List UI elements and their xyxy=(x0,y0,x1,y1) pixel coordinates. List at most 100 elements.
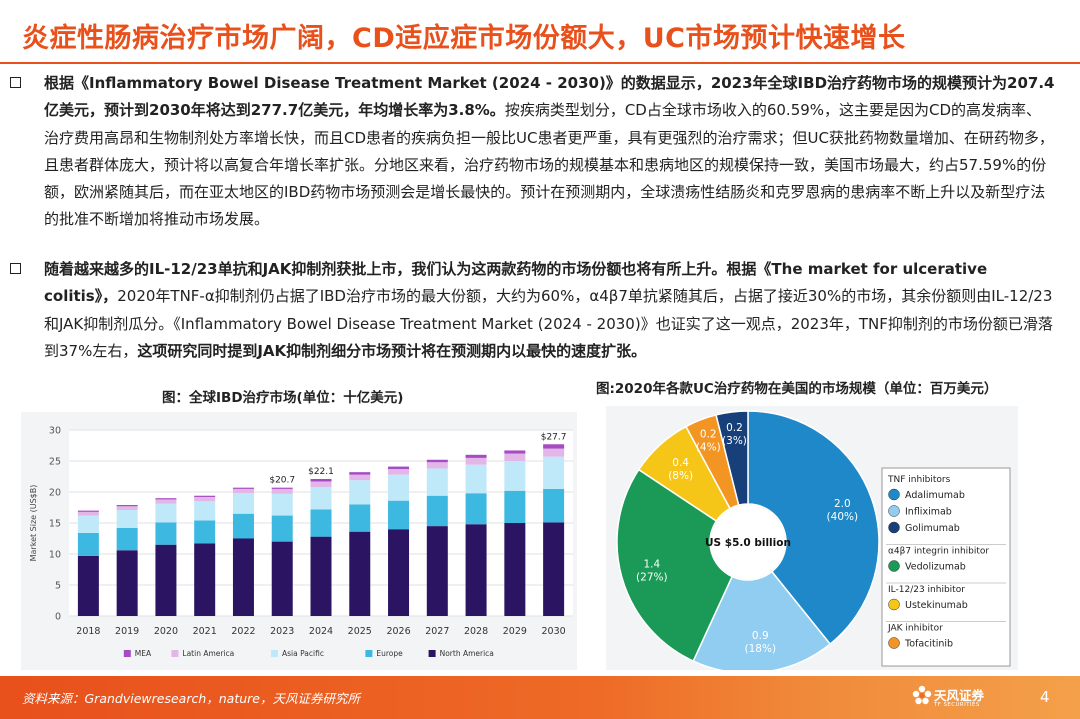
bar-segment-latin-america xyxy=(349,474,371,481)
bar-segment-mea xyxy=(388,466,410,470)
donut-slice-golimumab xyxy=(715,410,749,507)
slice-pct-label: (40%) xyxy=(827,511,859,523)
legend-swatch xyxy=(171,650,179,657)
legend-dot xyxy=(888,598,900,611)
legend-item-label: Ustekinumab xyxy=(905,600,968,611)
legend-group-title: JAK inhibitor xyxy=(887,624,943,634)
slice-pct-label: (8%) xyxy=(668,470,693,482)
legend-label: Europe xyxy=(376,649,403,658)
bar-segment-mea xyxy=(194,495,216,497)
donut-slice-adalimumab xyxy=(747,410,880,646)
bar-segment-latin-america xyxy=(310,481,332,488)
bar-segment-asia-pacific xyxy=(271,493,293,516)
slice-pct-label: (27%) xyxy=(636,571,668,583)
bar-segment-europe xyxy=(271,515,293,542)
bar-segment-latin-america xyxy=(504,453,526,461)
y-tick-label: 5 xyxy=(55,581,61,592)
bullet-1-text: 根据《Inflammatory Bowel Disease Treatment … xyxy=(44,70,1056,234)
bar-segment-mea xyxy=(465,454,487,458)
legend-item-label: Golimumab xyxy=(905,523,960,534)
bar-segment-mea xyxy=(155,498,177,500)
legend-swatch xyxy=(365,650,373,657)
bar-segment-europe xyxy=(426,495,448,527)
slice-value-label: 0.4 xyxy=(672,457,689,469)
bar-segment-north-america xyxy=(271,541,293,616)
bar-segment-latin-america xyxy=(232,488,254,494)
x-tick-label: 2023 xyxy=(270,626,294,637)
logo-subtext: TF SECURITIES xyxy=(934,702,980,708)
total-label: $22.1 xyxy=(308,467,334,477)
slice-value-label: 0.2 xyxy=(726,422,743,434)
bullet-2: 随着越来越多的IL-12/23单抗和JAK抑制剂获批上市，我们认为这两款药物的市… xyxy=(10,256,1055,376)
source-note: 资料来源：Grandviewresearch，nature，天风证券研究所 xyxy=(22,691,360,706)
slice-value-label: 1.4 xyxy=(643,558,660,570)
flower-logo-icon xyxy=(912,685,932,705)
bar-segment-latin-america xyxy=(388,469,410,475)
x-tick-label: 2019 xyxy=(115,626,139,637)
bar-segment-asia-pacific xyxy=(155,503,177,523)
slice-pct-label: (3%) xyxy=(722,435,747,447)
bar-segment-asia-pacific xyxy=(504,461,526,491)
bar-segment-latin-america xyxy=(543,448,565,457)
bar-segment-asia-pacific xyxy=(77,515,99,533)
slice-value-label: 2.0 xyxy=(834,498,851,510)
bar-segment-asia-pacific xyxy=(194,501,216,521)
caption-right: 图:2020年各款UC治疗药物在美国的市场规模（单位：百万美元） xyxy=(596,381,998,397)
bullet-2-mid: 2020年TNF-α抑制剂仍占据了IBD治疗市场的最大份额，大约为60%，α4β… xyxy=(44,287,1053,360)
legend-dot xyxy=(888,505,900,517)
bar-segment-asia-pacific xyxy=(543,456,565,489)
caption-left: 图：全球IBD治疗市场(单位：十亿美元) xyxy=(162,390,404,406)
bar-segment-europe xyxy=(77,532,99,556)
bullet-1: 根据《Inflammatory Bowel Disease Treatment … xyxy=(10,70,1055,250)
bar-segment-mea xyxy=(232,487,254,489)
x-tick-label: 2026 xyxy=(386,626,410,637)
bar-segment-north-america xyxy=(349,531,371,616)
y-tick-label: 30 xyxy=(49,426,61,437)
bar-segment-north-america xyxy=(232,538,254,616)
bar-segment-europe xyxy=(232,513,254,539)
bar-segment-north-america xyxy=(388,529,410,616)
bar-segment-asia-pacific xyxy=(349,480,371,505)
bar-segment-europe xyxy=(388,500,410,530)
y-tick-label: 25 xyxy=(49,457,61,468)
bar-segment-north-america xyxy=(310,536,332,616)
bar-segment-mea xyxy=(543,444,565,449)
bar-segment-asia-pacific xyxy=(465,464,487,494)
x-tick-label: 2021 xyxy=(193,626,217,637)
x-tick-label: 2022 xyxy=(231,626,255,637)
bar-segment-asia-pacific xyxy=(310,487,332,510)
slice-pct-label: (18%) xyxy=(745,643,777,655)
bar-segment-latin-america xyxy=(271,488,293,494)
donut-chart-panel: 2.0 (40%) 0.9 (18%) 1.4 (27%) 0.4 (8%) 0.2 (4%) 0.… xyxy=(606,406,1018,674)
bar-segment-north-america xyxy=(504,523,526,616)
bar-segment-mea xyxy=(310,478,332,482)
bar-segment-europe xyxy=(465,493,487,525)
legend-item-label: Adalimumab xyxy=(905,490,965,501)
bar-segment-mea xyxy=(271,487,293,489)
bullet-1-rest: 按疾病类型划分，CD占全球市场收入的60.59%，这主要是因为CD的高发病率、治… xyxy=(44,101,1054,229)
bullet-square-icon xyxy=(10,263,21,274)
logo-text: 天风证券 xyxy=(934,688,985,703)
bar-segment-north-america xyxy=(116,550,138,616)
donut-slice-vedolizumab xyxy=(616,468,734,663)
bullet-2-bold-b: 这项研究同时提到JAK抑制剂细分市场预计将在预测期内以最快的速度扩张。 xyxy=(137,341,647,360)
legend-label: Asia Pacific xyxy=(282,649,324,658)
bar-segment-europe xyxy=(194,520,216,544)
bullet-2-bold-a: 随着越来越多的IL-12/23单抗和JAK抑制剂获批上市，我们认为这两款药物的市… xyxy=(44,260,988,306)
legend-label: Latin America xyxy=(182,649,234,658)
bullet-square-icon xyxy=(10,77,21,88)
y-tick-label: 0 xyxy=(55,612,61,623)
legend-group-title: α4β7 integrin inhibitor xyxy=(888,547,989,557)
bullet-2-text: 随着越来越多的IL-12/23单抗和JAK抑制剂获批上市，我们认为这两款药物的市… xyxy=(44,256,1056,365)
bar-segment-europe xyxy=(310,509,332,537)
legend-item-label: Vedolizumab xyxy=(905,562,966,573)
bar-segment-latin-america xyxy=(194,496,216,502)
x-tick-label: 2020 xyxy=(154,626,178,637)
legend-box xyxy=(881,467,1011,667)
bar-segment-latin-america xyxy=(465,457,487,465)
bar-segment-north-america xyxy=(194,543,216,616)
x-tick-label: 2024 xyxy=(309,626,333,637)
legend-label: MEA xyxy=(135,649,152,658)
footer: 资料来源：Grandviewresearch，nature，天风证券研究所 天风… xyxy=(0,676,1080,719)
bar-segment-europe xyxy=(116,527,138,551)
